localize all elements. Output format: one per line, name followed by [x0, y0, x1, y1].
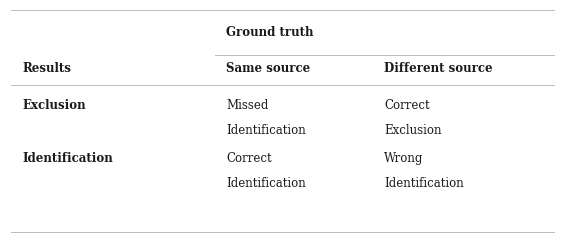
Text: Correct: Correct	[226, 151, 272, 164]
Text: Exclusion: Exclusion	[23, 98, 86, 111]
Text: Wrong: Wrong	[384, 151, 424, 164]
Text: Exclusion: Exclusion	[384, 123, 442, 136]
Text: Correct: Correct	[384, 98, 430, 111]
Text: Identification: Identification	[226, 123, 306, 136]
Text: Identification: Identification	[226, 176, 306, 189]
Text: Results: Results	[23, 61, 72, 74]
Text: Ground truth: Ground truth	[226, 25, 314, 38]
Text: Same source: Same source	[226, 61, 310, 74]
Text: Different source: Different source	[384, 61, 493, 74]
Text: Missed: Missed	[226, 98, 268, 111]
Text: Identification: Identification	[384, 176, 464, 189]
Text: Identification: Identification	[23, 151, 114, 164]
